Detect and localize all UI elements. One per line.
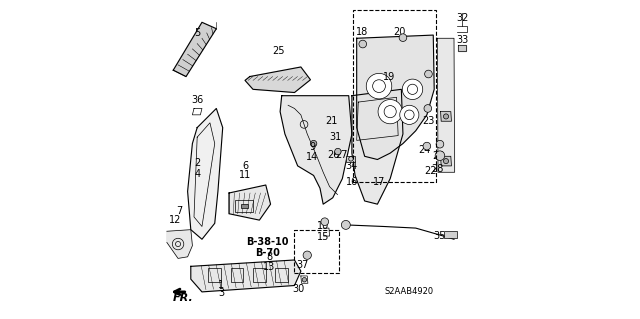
Text: 2: 2: [194, 158, 200, 168]
Text: 3: 3: [218, 288, 224, 299]
Text: 9: 9: [309, 142, 315, 152]
Circle shape: [444, 114, 449, 119]
Text: 18: 18: [356, 27, 369, 37]
Text: 5: 5: [194, 28, 200, 39]
Circle shape: [435, 151, 445, 160]
Bar: [209, 268, 221, 282]
Text: 37: 37: [296, 260, 308, 271]
Bar: [294, 230, 339, 273]
Text: 7: 7: [177, 205, 183, 216]
Circle shape: [302, 278, 307, 282]
Circle shape: [403, 79, 422, 100]
Text: 28: 28: [431, 164, 444, 174]
Polygon shape: [440, 156, 451, 166]
Text: 31: 31: [329, 132, 341, 142]
Bar: [236, 200, 253, 212]
Bar: [253, 268, 266, 282]
Circle shape: [423, 142, 431, 150]
Text: 15: 15: [317, 232, 330, 242]
Polygon shape: [458, 45, 466, 51]
Text: 17: 17: [373, 177, 385, 187]
Polygon shape: [245, 67, 310, 93]
Circle shape: [400, 105, 419, 124]
Circle shape: [366, 73, 392, 99]
Text: 33: 33: [457, 35, 469, 45]
Text: 22: 22: [424, 166, 436, 176]
Text: 1: 1: [218, 279, 224, 290]
Circle shape: [424, 105, 431, 112]
Text: 6: 6: [242, 161, 248, 171]
Polygon shape: [280, 96, 352, 204]
Polygon shape: [356, 35, 434, 160]
Circle shape: [359, 40, 367, 48]
Text: 12: 12: [169, 215, 181, 225]
Bar: [230, 268, 243, 282]
Text: 21: 21: [325, 116, 338, 126]
Text: 23: 23: [422, 116, 435, 126]
Bar: [275, 268, 288, 282]
Bar: [444, 231, 456, 238]
Bar: [241, 204, 248, 208]
Text: 25: 25: [272, 46, 285, 56]
Circle shape: [444, 159, 449, 164]
Text: 14: 14: [306, 152, 318, 162]
Polygon shape: [191, 260, 301, 292]
Circle shape: [399, 34, 407, 41]
Circle shape: [424, 70, 432, 78]
Text: 4: 4: [194, 169, 200, 179]
Polygon shape: [229, 185, 271, 220]
Text: 35: 35: [433, 231, 446, 241]
Text: 34: 34: [346, 161, 358, 171]
Circle shape: [335, 148, 341, 155]
Text: 30: 30: [292, 284, 305, 294]
Bar: [346, 156, 355, 162]
Polygon shape: [188, 108, 223, 239]
Polygon shape: [352, 89, 403, 204]
Text: 29: 29: [432, 151, 444, 161]
Circle shape: [341, 220, 350, 229]
Text: 20: 20: [393, 27, 405, 37]
Circle shape: [378, 100, 403, 124]
Polygon shape: [437, 38, 454, 172]
Text: S2AAB4920: S2AAB4920: [385, 287, 434, 296]
Text: 24: 24: [419, 145, 431, 155]
Circle shape: [310, 140, 317, 147]
Text: 32: 32: [457, 12, 469, 23]
Circle shape: [321, 218, 328, 226]
Polygon shape: [440, 112, 451, 121]
Circle shape: [303, 251, 312, 259]
Text: 11: 11: [239, 170, 251, 181]
Text: FR.: FR.: [173, 293, 194, 303]
Polygon shape: [173, 22, 216, 77]
Text: 36: 36: [191, 95, 204, 106]
Text: 10: 10: [317, 221, 330, 232]
Polygon shape: [167, 230, 193, 258]
Text: 19: 19: [383, 71, 395, 82]
Text: 16: 16: [346, 177, 358, 187]
Text: B-70: B-70: [255, 248, 280, 258]
Text: B-38-10: B-38-10: [246, 237, 289, 248]
Text: 26: 26: [328, 150, 340, 160]
Bar: [353, 10, 436, 182]
Text: 8: 8: [266, 252, 272, 262]
Text: 27: 27: [335, 150, 348, 160]
Text: 13: 13: [263, 262, 275, 272]
Circle shape: [436, 140, 444, 148]
